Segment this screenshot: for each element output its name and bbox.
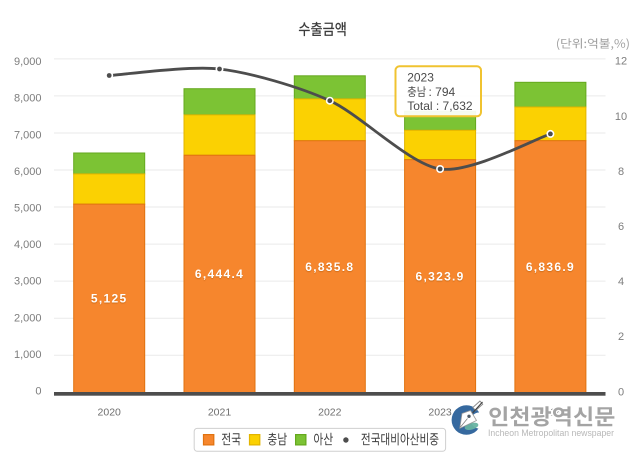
svg-text:8: 8 (618, 166, 624, 178)
svg-text:2023: 2023 (407, 70, 434, 84)
svg-text:Incheon Metropolitan newspaper: Incheon Metropolitan newspaper (488, 428, 614, 439)
svg-text:0: 0 (618, 386, 624, 398)
svg-text:6,444.4: 6,444.4 (195, 267, 244, 281)
svg-text:8,000: 8,000 (14, 93, 42, 105)
svg-text:2: 2 (618, 331, 624, 343)
svg-text:4,000: 4,000 (14, 239, 42, 251)
svg-text:0: 0 (35, 386, 41, 398)
svg-text:6,835.8: 6,835.8 (305, 260, 354, 274)
svg-text:12: 12 (615, 56, 627, 68)
svg-text:10: 10 (615, 111, 627, 123)
svg-text:5,125: 5,125 (91, 292, 128, 306)
svg-text:7,000: 7,000 (14, 129, 42, 141)
svg-text:2,000: 2,000 (14, 312, 42, 324)
svg-text:5,000: 5,000 (14, 203, 42, 215)
svg-text:6,000: 6,000 (14, 166, 42, 178)
svg-text:2021: 2021 (208, 406, 232, 418)
svg-text:6,836.9: 6,836.9 (526, 260, 575, 274)
svg-text:2020: 2020 (98, 406, 122, 418)
svg-text:Total : 7,632: Total : 7,632 (407, 99, 473, 113)
svg-text:2023: 2023 (428, 406, 452, 418)
svg-text:3,000: 3,000 (14, 276, 42, 288)
svg-text:1,000: 1,000 (14, 349, 42, 361)
svg-text:: 794: : 794 (429, 85, 456, 99)
svg-text:6: 6 (618, 221, 624, 233)
svg-text:9,000: 9,000 (14, 56, 42, 68)
svg-text:2022: 2022 (318, 406, 342, 418)
svg-text:4: 4 (618, 276, 624, 288)
svg-text:6,323.9: 6,323.9 (416, 269, 465, 283)
